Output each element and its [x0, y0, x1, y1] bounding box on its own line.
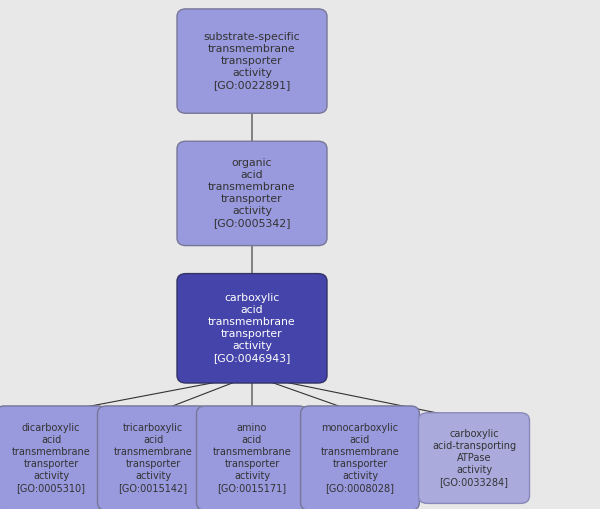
Text: substrate-specific
transmembrane
transporter
activity
[GO:0022891]: substrate-specific transmembrane transpo…	[203, 32, 301, 90]
Text: organic
acid
transmembrane
transporter
activity
[GO:0005342]: organic acid transmembrane transporter a…	[208, 158, 296, 229]
FancyBboxPatch shape	[0, 406, 107, 509]
FancyBboxPatch shape	[419, 413, 530, 503]
FancyBboxPatch shape	[177, 274, 327, 383]
Text: carboxylic
acid
transmembrane
transporter
activity
[GO:0046943]: carboxylic acid transmembrane transporte…	[208, 293, 296, 363]
Text: monocarboxylic
acid
transmembrane
transporter
activity
[GO:0008028]: monocarboxylic acid transmembrane transp…	[320, 423, 400, 493]
FancyBboxPatch shape	[97, 406, 209, 509]
Text: amino
acid
transmembrane
transporter
activity
[GO:0015171]: amino acid transmembrane transporter act…	[212, 423, 292, 493]
FancyBboxPatch shape	[301, 406, 419, 509]
FancyBboxPatch shape	[177, 142, 327, 246]
Text: carboxylic
acid-transporting
ATPase
activity
[GO:0033284]: carboxylic acid-transporting ATPase acti…	[432, 429, 516, 487]
Text: tricarboxylic
acid
transmembrane
transporter
activity
[GO:0015142]: tricarboxylic acid transmembrane transpo…	[113, 423, 193, 493]
Text: dicarboxylic
acid
transmembrane
transporter
activity
[GO:0005310]: dicarboxylic acid transmembrane transpor…	[11, 423, 91, 493]
FancyBboxPatch shape	[177, 9, 327, 114]
FancyBboxPatch shape	[196, 406, 308, 509]
